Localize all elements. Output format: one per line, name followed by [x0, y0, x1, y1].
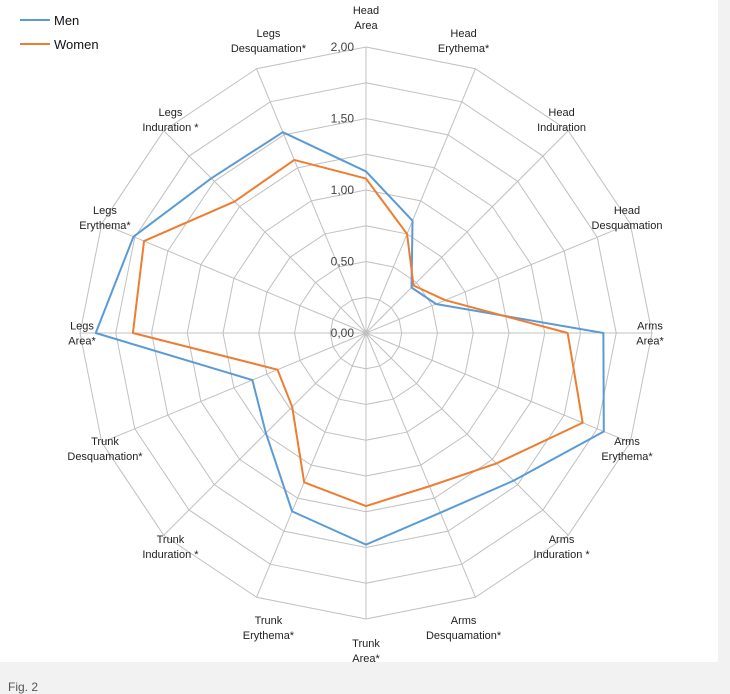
category-label: Trunk Area* — [352, 638, 380, 662]
grid-spoke — [365, 332, 476, 598]
radial-tick-labels: 0,00 0,50 1,00 1,50 2,00 — [331, 40, 355, 340]
legend-label-women: Women — [54, 36, 99, 52]
category-label: Head Desquamation — [592, 205, 663, 232]
grid-spoke — [101, 223, 367, 334]
category-label: Arms Erythema* — [601, 436, 653, 463]
category-label: Trunk Erythema* — [243, 615, 295, 642]
grid-spoke — [256, 332, 367, 598]
legend-item-men: Men — [20, 10, 99, 30]
legend-swatch-women — [20, 43, 50, 45]
legend: Men Women — [20, 10, 99, 58]
tick-label: 0,00 — [331, 326, 355, 340]
category-label: Arms Area* — [636, 321, 664, 348]
radar-chart: 0,00 0,50 1,00 1,50 2,00 Head Area Head Erythem… — [67, 5, 664, 662]
legend-label-men: Men — [54, 12, 80, 28]
category-label: Head Erythema* — [438, 28, 490, 55]
tick-label: 1,00 — [331, 183, 355, 197]
tick-label: 0,50 — [331, 255, 355, 269]
category-label: Legs Induration * — [142, 107, 199, 134]
grid-spoke — [163, 130, 367, 334]
category-label: Head Induration — [537, 107, 586, 134]
category-label: Trunk Induration * — [142, 534, 199, 561]
grid-spoke — [365, 68, 476, 334]
legend-item-women: Women — [20, 34, 99, 54]
tick-label: 1,50 — [331, 112, 355, 126]
category-label: Arms Desquamation* — [426, 615, 502, 642]
category-label: Trunk Desquamation* — [67, 436, 143, 463]
figure-caption: Fig. 2 — [8, 680, 39, 694]
grid-spoke — [163, 332, 367, 536]
grid-spoke — [365, 223, 631, 334]
legend-swatch-men — [20, 19, 50, 21]
category-labels: Head Area Head Erythema* Head Induration Head D… — [67, 5, 664, 662]
grid-spoke — [365, 130, 569, 334]
category-label: Legs Area* — [68, 321, 96, 348]
series-line-women — [131, 158, 584, 508]
category-label: Arms Induration * — [533, 534, 590, 561]
grid-spoke — [256, 68, 367, 334]
chart-area: 0,00 0,50 1,00 1,50 2,00 Head Area Head Erythem… — [0, 0, 718, 662]
grid-spoke — [365, 332, 569, 536]
series-line-men — [94, 131, 605, 546]
tick-label: 2,00 — [331, 40, 355, 54]
radar-grid — [79, 46, 653, 620]
series-layer — [94, 131, 605, 546]
grid-spoke — [101, 332, 367, 443]
category-label: Head Area — [353, 5, 379, 32]
category-label: Legs Desquamation* — [231, 28, 307, 55]
category-label: Legs Erythema* — [79, 205, 131, 232]
grid-spoke — [365, 332, 631, 443]
